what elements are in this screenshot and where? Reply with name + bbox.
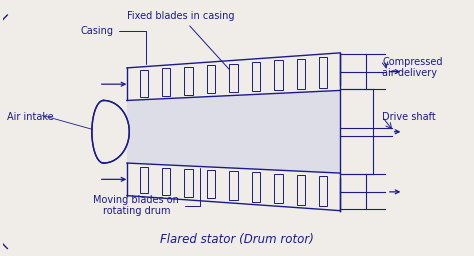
Text: Compressed
air delivery: Compressed air delivery — [382, 57, 443, 78]
Bar — [297, 175, 305, 205]
Text: Casing: Casing — [80, 26, 146, 64]
Text: Air intake: Air intake — [8, 112, 54, 122]
Bar — [162, 168, 170, 195]
Text: Flared stator (Drum rotor): Flared stator (Drum rotor) — [160, 233, 314, 246]
Bar — [297, 59, 305, 89]
Text: Fixed blades in casing: Fixed blades in casing — [127, 11, 235, 75]
Bar — [184, 169, 193, 197]
Bar — [274, 60, 283, 90]
Bar — [274, 174, 283, 203]
Bar — [229, 63, 237, 92]
Bar — [162, 68, 170, 96]
Bar — [319, 176, 328, 206]
Bar — [252, 62, 260, 91]
Bar — [139, 70, 148, 97]
Bar — [229, 171, 237, 200]
Bar — [184, 67, 193, 95]
Text: Moving blades on
rotating drum: Moving blades on rotating drum — [93, 168, 200, 216]
Polygon shape — [127, 90, 340, 173]
Bar — [319, 57, 328, 88]
Polygon shape — [92, 100, 129, 163]
Bar — [207, 65, 215, 93]
Bar — [139, 167, 148, 194]
Bar — [207, 170, 215, 198]
Bar — [252, 172, 260, 201]
Text: Drive shaft: Drive shaft — [382, 112, 436, 122]
